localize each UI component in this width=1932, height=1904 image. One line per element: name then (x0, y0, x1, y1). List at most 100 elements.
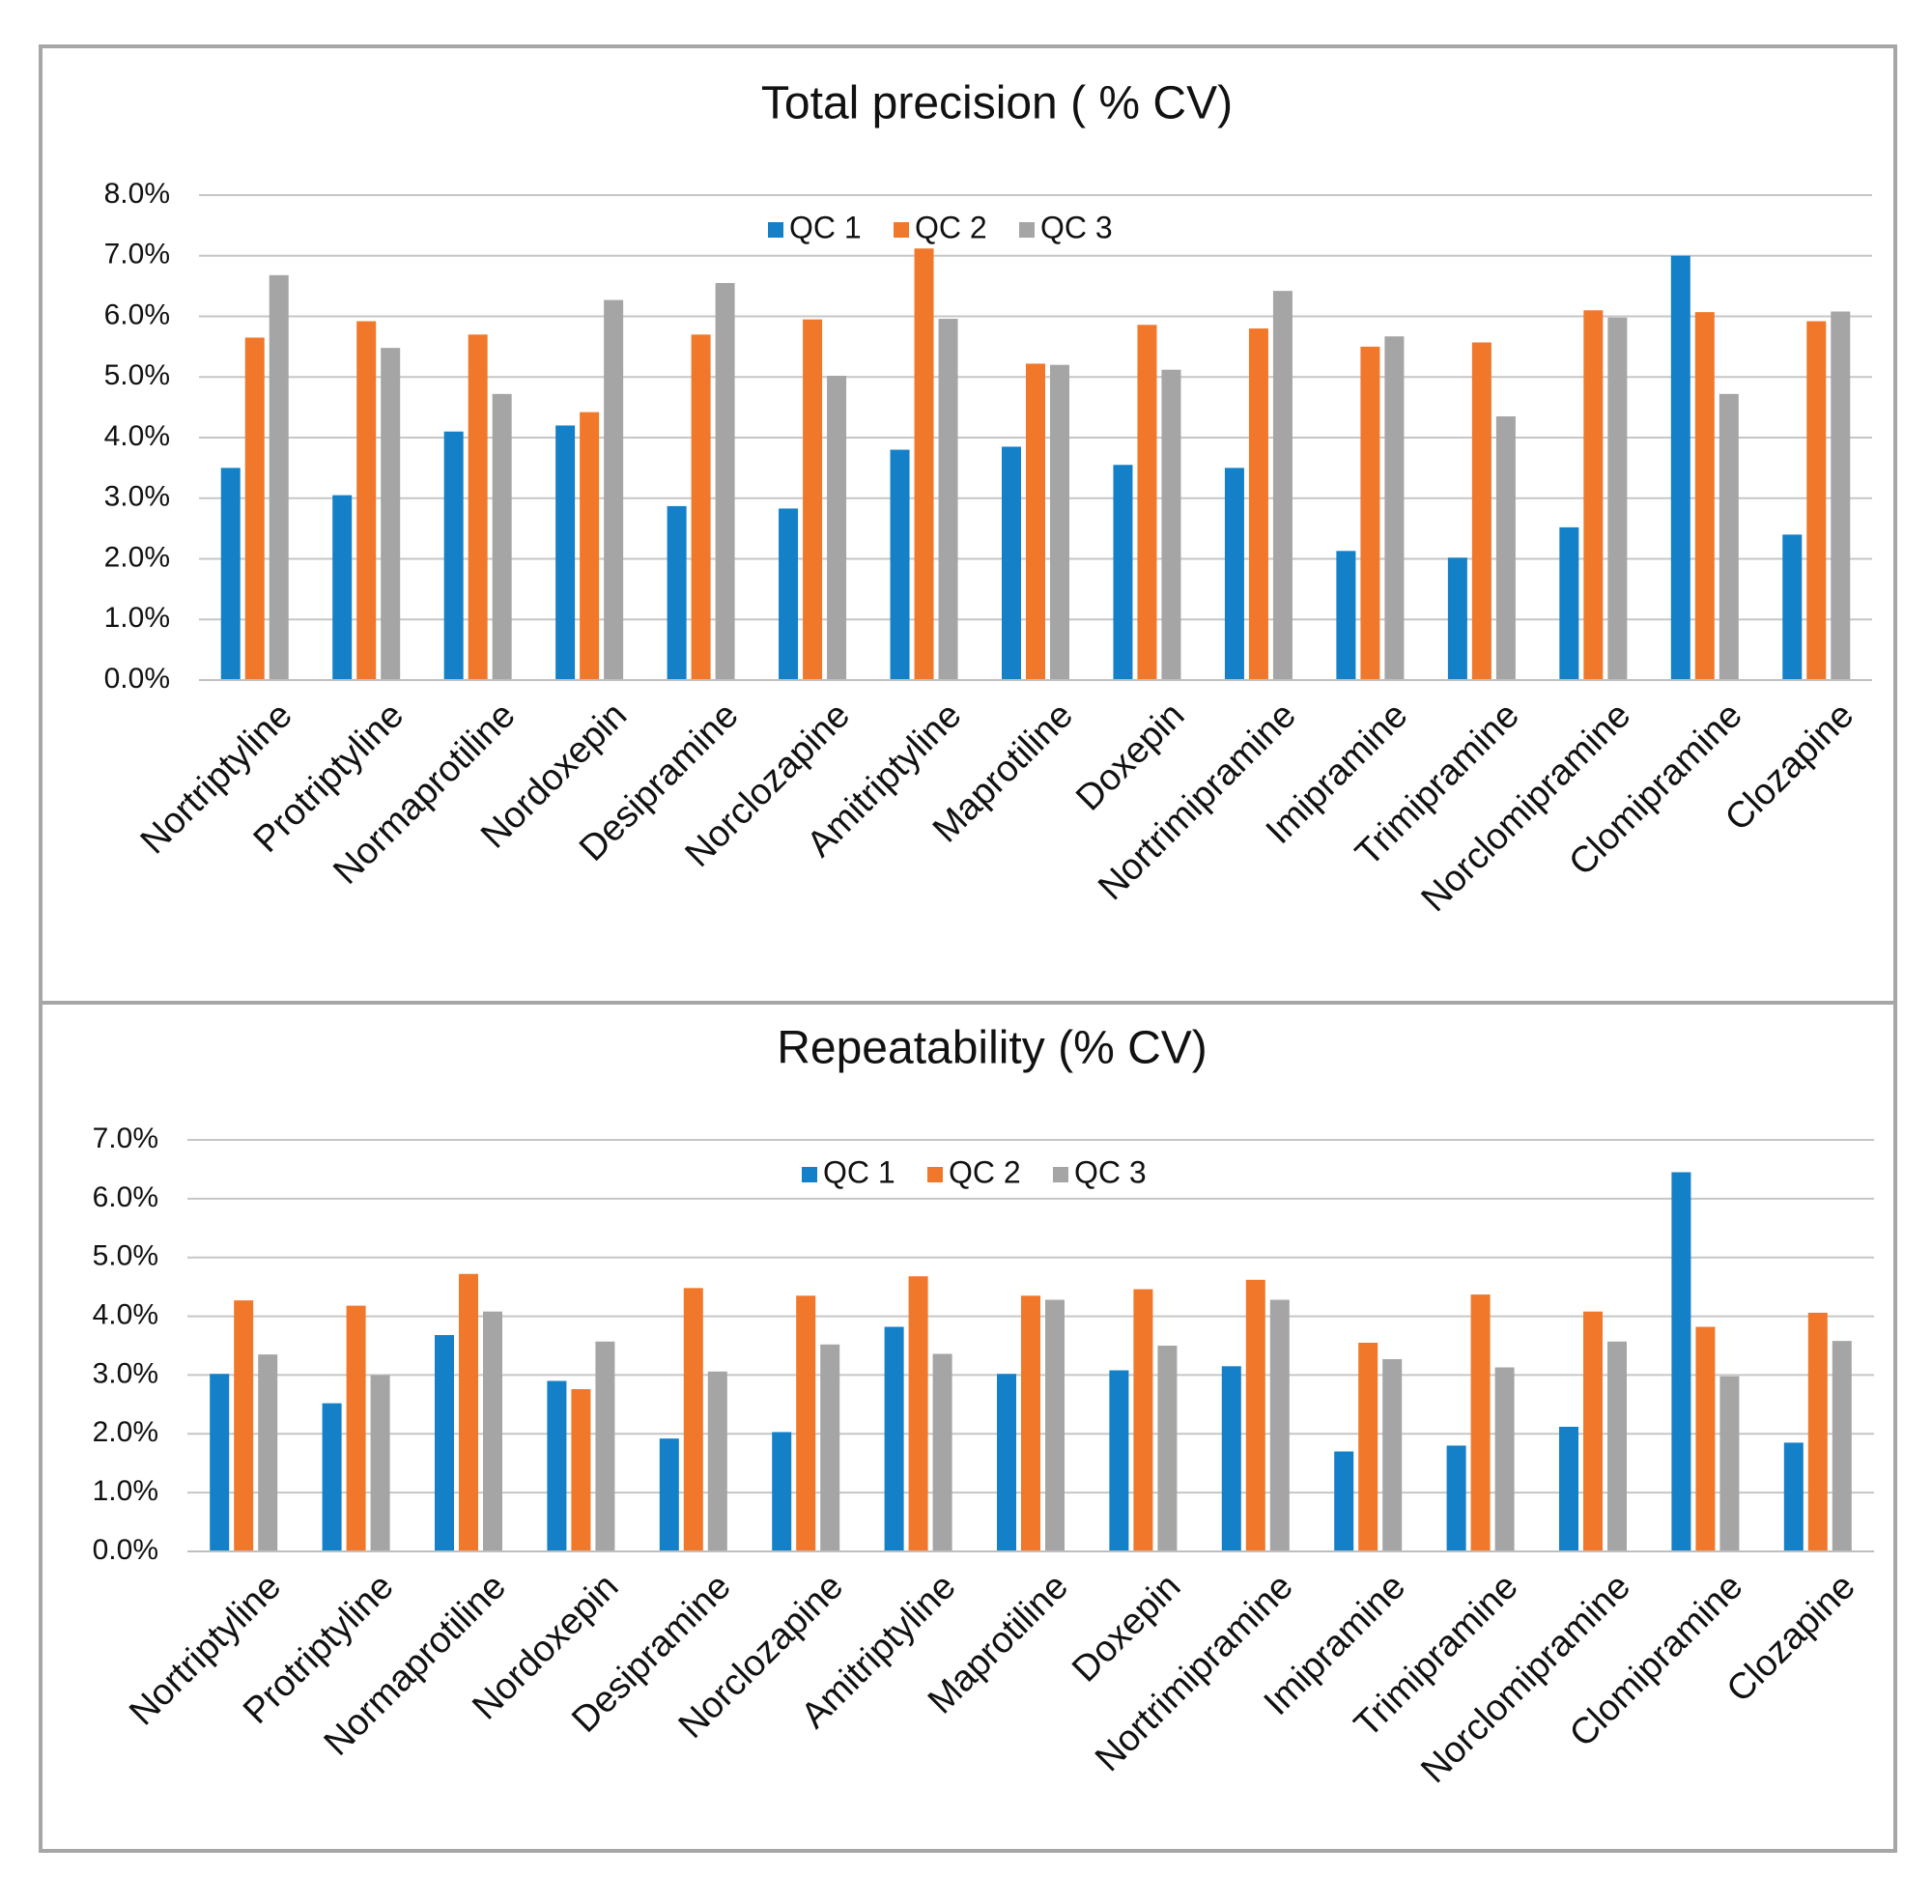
repeatability-bar-qc-1-clomipramine (1671, 1172, 1691, 1551)
repeatability-bar-qc-2-nortrimipramine (1245, 1279, 1265, 1551)
repeatability-bar-qc-3-normaprotiline (483, 1311, 502, 1551)
total-precision-bar-qc-1-imipramine (1336, 551, 1356, 680)
total-precision-bar-qc-1-maprotiline (1002, 446, 1021, 680)
repeatability-bar-qc-3-desipramine (707, 1371, 727, 1551)
repeatability-y-tick-label: 6.0% (93, 1181, 158, 1213)
repeatability-bar-qc-2-maprotiline (1021, 1295, 1040, 1551)
total-precision-x-label-norclomipramine: Norclomipramine (1414, 695, 1639, 920)
repeatability-bar-qc-2-amitriptyline (908, 1276, 928, 1551)
repeatability-bar-qc-1-amitriptyline (884, 1326, 904, 1551)
total-precision-y-tick-label: 3.0% (104, 481, 170, 513)
repeatability-bar-qc-3-doxepin (1157, 1346, 1178, 1551)
total-precision-bar-qc-2-protriptyline (356, 321, 377, 680)
repeatability-bar-qc-2-desipramine (683, 1288, 703, 1551)
repeatability-bar-qc-3-norclozapine (820, 1344, 840, 1551)
repeatability-bar-qc-2-clomipramine (1695, 1326, 1716, 1551)
total-precision-bar-qc-1-nortrimipramine (1224, 468, 1244, 680)
total-precision-bar-qc-1-clozapine (1782, 534, 1803, 680)
total-precision-y-tick-label: 8.0% (104, 178, 170, 210)
total-precision-bar-qc-2-nortriptyline (244, 337, 265, 680)
repeatability-bar-qc-2-trimipramine (1470, 1294, 1491, 1551)
total-precision-bar-qc-1-normaprotiline (443, 431, 464, 680)
repeatability-y-tick-label: 1.0% (93, 1475, 158, 1507)
repeatability-bar-qc-3-clozapine (1832, 1341, 1852, 1551)
repeatability-bar-qc-2-norclozapine (796, 1295, 816, 1551)
repeatability-bar-qc-1-normaprotiline (435, 1335, 454, 1551)
repeatability-bar-qc-2-nordoxepin (571, 1389, 591, 1551)
total-precision-bar-qc-3-doxepin (1161, 369, 1181, 680)
total-precision-y-tick-label: 7.0% (104, 239, 170, 270)
total-precision-y-tick-label: 6.0% (104, 298, 170, 330)
total-precision-x-label-nortrimipramine: Nortrimipramine (1091, 695, 1304, 908)
total-precision-y-tick-label: 2.0% (104, 541, 170, 573)
total-precision-bar-qc-2-nordoxepin (580, 412, 600, 680)
total-precision-legend-swatch-qc-3 (1019, 222, 1035, 238)
total-precision-bar-qc-2-nortrimipramine (1248, 328, 1268, 680)
total-precision-legend-label-qc-2: QC 2 (915, 210, 987, 244)
total-precision-bar-qc-2-normaprotiline (468, 334, 488, 680)
total-precision-bar-qc-3-clomipramine (1719, 393, 1739, 680)
repeatability-bar-qc-2-normaprotiline (459, 1273, 478, 1551)
total-precision-bar-qc-2-norclozapine (803, 319, 823, 680)
repeatability-legend-label-qc-3: QC 3 (1074, 1154, 1147, 1189)
repeatability-bar-qc-3-protriptyline (370, 1375, 390, 1551)
repeatability-bar-qc-1-nordoxepin (547, 1380, 567, 1551)
total-precision-panel: Total precision ( % CV) 0.0% 1.0% 2.0% 3.0% 4… (39, 44, 1897, 1005)
total-precision-bar-qc-2-clomipramine (1694, 312, 1715, 680)
total-precision-bar-qc-3-norclomipramine (1607, 317, 1628, 680)
repeatability-bar-qc-1-nortriptyline (210, 1374, 230, 1551)
repeatability-bar-qc-3-trimipramine (1494, 1367, 1515, 1551)
total-precision-bar-qc-1-nordoxepin (555, 425, 576, 680)
total-precision-bar-qc-1-clomipramine (1670, 255, 1690, 680)
total-precision-bar-qc-1-norclozapine (779, 508, 799, 680)
total-precision-legend-label-qc-1: QC 1 (789, 210, 862, 244)
repeatability-bar-qc-1-norclozapine (772, 1432, 792, 1551)
repeatability-bar-qc-3-maprotiline (1045, 1299, 1065, 1551)
repeatability-bar-qc-3-norclomipramine (1607, 1341, 1627, 1551)
repeatability-y-tick-label: 3.0% (93, 1357, 158, 1389)
repeatability-bar-qc-2-protriptyline (346, 1305, 366, 1551)
total-precision-bar-qc-1-amitriptyline (890, 449, 910, 680)
total-precision-bar-qc-3-normaprotiline (492, 393, 512, 680)
total-precision-bar-qc-2-norclomipramine (1583, 310, 1604, 680)
repeatability-bar-qc-2-doxepin (1133, 1289, 1153, 1551)
total-precision-bar-qc-3-clozapine (1831, 311, 1851, 680)
repeatability-bar-qc-1-maprotiline (997, 1374, 1016, 1551)
repeatability-y-tick-label: 5.0% (93, 1240, 158, 1272)
total-precision-chart: Total precision ( % CV) 0.0% 1.0% 2.0% 3.0% 4… (104, 78, 1872, 920)
total-precision-bar-qc-3-amitriptyline (938, 319, 958, 680)
repeatability-x-label-nortrimipramine: Nortrimipramine (1088, 1566, 1301, 1779)
repeatability-bar-qc-2-norclomipramine (1583, 1311, 1603, 1551)
repeatability-x-label-norclomipramine: Norclomipramine (1413, 1566, 1638, 1791)
total-precision-bar-qc-1-nortriptyline (220, 468, 241, 680)
repeatability-panel: Repeatability (% CV) 0.0% 1.0% 2.0% 3.0% 4.0%… (39, 1001, 1897, 1853)
total-precision-bar-qc-3-desipramine (715, 282, 735, 680)
repeatability-bar-qc-3-imipramine (1382, 1358, 1403, 1551)
total-precision-bar-qc-3-nortrimipramine (1272, 291, 1293, 680)
total-precision-bar-qc-2-trimipramine (1471, 342, 1492, 680)
repeatability-bar-qc-1-doxepin (1109, 1370, 1129, 1551)
repeatability-y-tick-label: 0.0% (93, 1534, 158, 1566)
total-precision-y-tick-label: 4.0% (104, 420, 170, 452)
repeatability-bar-qc-2-clozapine (1807, 1312, 1828, 1551)
total-precision-bar-qc-3-nortriptyline (269, 274, 289, 680)
total-precision-title: Total precision ( % CV) (761, 78, 1233, 129)
repeatability-legend-swatch-qc-3 (1053, 1167, 1068, 1182)
total-precision-y-tick-label: 0.0% (104, 663, 170, 695)
total-precision-bar-qc-2-imipramine (1360, 346, 1380, 680)
total-precision-bar-qc-3-maprotiline (1050, 364, 1069, 680)
total-precision-bar-qc-3-norclozapine (827, 375, 847, 680)
repeatability-bar-qc-3-nortrimipramine (1269, 1299, 1290, 1551)
repeatability-bar-qc-3-nordoxepin (595, 1341, 615, 1551)
total-precision-bar-qc-2-clozapine (1806, 321, 1827, 680)
total-precision-bar-qc-2-doxepin (1137, 325, 1157, 680)
total-precision-bar-qc-3-trimipramine (1495, 416, 1516, 680)
total-precision-bar-qc-2-maprotiline (1026, 363, 1045, 680)
total-precision-y-tick-label: 1.0% (104, 602, 170, 634)
repeatability-y-tick-label: 4.0% (93, 1298, 158, 1330)
total-precision-bar-qc-2-amitriptyline (914, 248, 934, 680)
total-precision-bar-qc-1-protriptyline (332, 495, 353, 680)
total-precision-bar-qc-1-norclomipramine (1559, 526, 1579, 680)
repeatability-bar-qc-1-protriptyline (322, 1403, 342, 1551)
repeatability-bar-qc-1-clozapine (1783, 1442, 1804, 1551)
